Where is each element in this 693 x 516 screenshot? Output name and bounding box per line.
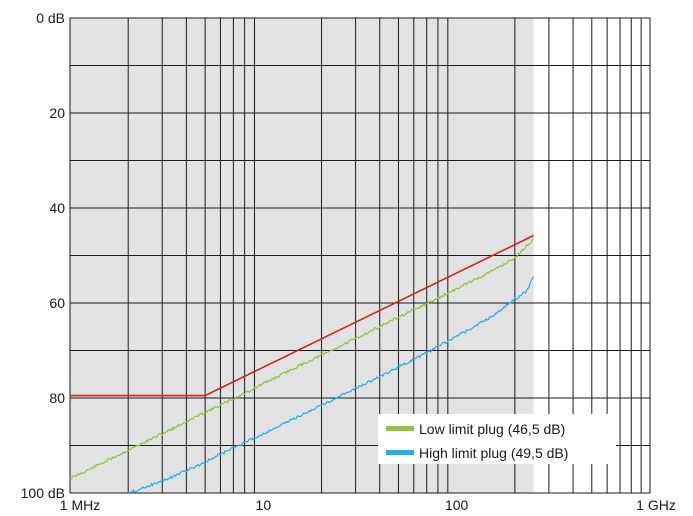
legend-swatch-low-limit-plug [386,426,414,431]
legend: Low limit plug (46,5 dB) High limit plug… [378,414,616,464]
x-tick-label: 10 [256,497,272,513]
limit-line [70,234,534,397]
x-axis-labels: 1 MHz 10 100 1 GHz [60,497,676,513]
legend-box [378,414,616,464]
series-low-limit-plug [69,238,534,480]
x-tick-label: 100 [445,497,469,513]
y-tick-label: 60 [49,295,65,311]
y-axis-labels: 0 dB 20 40 60 80 100 dB [21,10,66,501]
y-tick-label: 80 [49,390,65,406]
grid [70,18,650,493]
y-tick-label: 40 [49,200,65,216]
legend-swatch-high-limit-plug [386,450,414,455]
series-group [69,238,535,494]
series-high-limit-plug [127,276,535,494]
x-tick-label: 1 GHz [636,497,676,513]
y-tick-label: 20 [49,105,65,121]
x-tick-label: 1 MHz [60,497,100,513]
legend-label-high-limit-plug: High limit plug (49,5 dB) [419,445,568,461]
legend-label-low-limit-plug: Low limit plug (46,5 dB) [419,421,565,437]
y-tick-label: 100 dB [21,485,65,501]
y-tick-label: 0 dB [36,10,65,26]
plot-frame [69,17,651,494]
